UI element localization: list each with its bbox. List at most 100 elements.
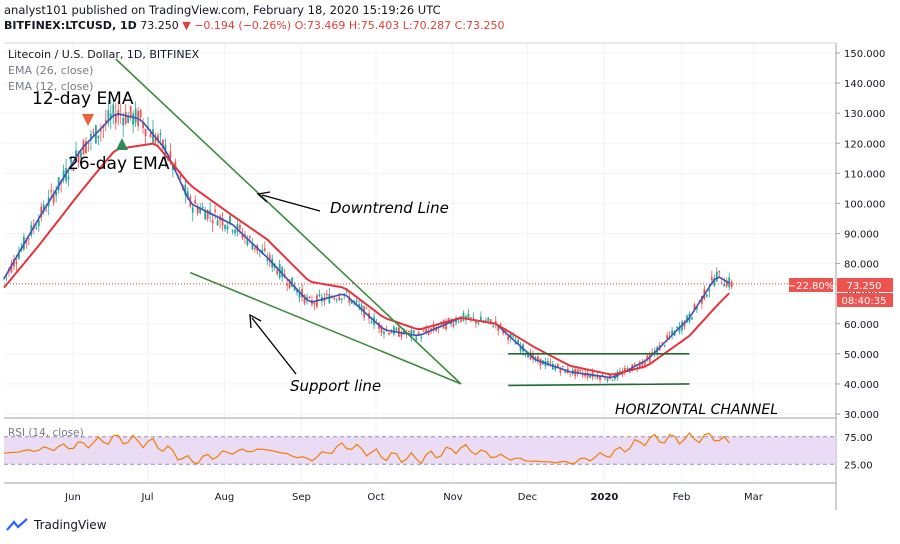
candle-body (388, 332, 390, 335)
candle-body (246, 238, 249, 245)
candle-body (718, 270, 721, 273)
candle-body (10, 263, 13, 272)
candle-body (668, 336, 671, 337)
candle-body (474, 320, 477, 324)
candle-body (514, 341, 517, 345)
candle-body (723, 283, 726, 287)
ohlc: O:73.469 H:75.403 L:70.287 C:73.250 (294, 19, 505, 32)
candle-body (52, 193, 55, 203)
x-tick-label: Nov (443, 492, 463, 503)
candle-body (186, 191, 189, 199)
y-tick-label: 90.000 (844, 230, 879, 241)
candle-body (715, 271, 718, 282)
candle-body (301, 289, 303, 298)
price-chart[interactable]: 150.000 140.000 130.000 120.000 110.000 100.0… (0, 0, 900, 516)
annotation-support: Support line (290, 377, 381, 395)
candle-body (547, 360, 549, 366)
candle-body (395, 328, 398, 331)
candle-body (191, 207, 194, 213)
candle-body (705, 294, 708, 297)
candle-body (127, 115, 130, 124)
candle-body (527, 354, 529, 358)
candle-body (693, 304, 696, 310)
tradingview-logo-icon (6, 518, 28, 531)
candle-body (725, 280, 728, 287)
y-tick-label: 40.000 (844, 380, 879, 391)
candle-body (432, 324, 435, 331)
candle-body (497, 326, 500, 331)
trendlines (115, 58, 690, 387)
candle-body (162, 139, 164, 149)
candle-body (415, 336, 418, 341)
candle-body (698, 300, 701, 302)
candle-body (328, 293, 331, 304)
candle-body (169, 151, 172, 158)
candle-body (196, 207, 199, 214)
price-tag-label: 73.250 (847, 281, 882, 292)
candle-body (671, 330, 673, 335)
candle-body (303, 294, 306, 304)
candle-body (532, 353, 534, 359)
candle-body (204, 211, 207, 220)
candle-body (157, 135, 159, 141)
candle-body (564, 369, 567, 373)
candle-body (576, 369, 579, 374)
candle-body (460, 316, 462, 322)
candle-body (149, 133, 152, 138)
candle-body (345, 290, 348, 292)
candle-body (266, 259, 269, 261)
candle-body (561, 366, 564, 367)
countdown-tag (837, 293, 893, 307)
x-tick-label: Mar (744, 492, 764, 503)
candle-body (286, 283, 289, 286)
candle-body (72, 168, 75, 171)
y-tick-label: 80.000 (844, 260, 879, 271)
candle-body (589, 375, 592, 378)
ema12-line (3, 112, 730, 379)
candle-body (623, 367, 626, 373)
candle-body (422, 330, 425, 332)
candle-body (224, 225, 226, 230)
candle-body (666, 335, 669, 339)
candle-body (129, 106, 132, 117)
candle-body (333, 297, 336, 300)
candle-body (211, 220, 214, 224)
legend-ema12: EMA (12, close) (8, 80, 93, 93)
candle-body (268, 254, 271, 262)
candle-body (112, 104, 115, 115)
candle-body (37, 219, 40, 227)
candle-body (132, 113, 135, 125)
candle-body (678, 326, 681, 333)
candle-body (447, 318, 450, 321)
candle-body (628, 372, 631, 373)
candle-body (410, 330, 413, 337)
pct-tag (789, 278, 833, 292)
candle-body (144, 129, 147, 136)
candle-body (109, 113, 112, 119)
candle-body (338, 296, 341, 300)
candle-body (77, 153, 80, 163)
candle-body (638, 362, 641, 368)
candle-body (402, 328, 405, 334)
candle-body (676, 326, 678, 329)
candle-body (467, 313, 470, 320)
candle-body (226, 226, 229, 230)
y-tick-label: 50.000 (844, 350, 879, 361)
candle-body (85, 141, 87, 154)
candle-body (365, 308, 368, 310)
candle-body (15, 261, 18, 264)
candle-body (159, 133, 162, 135)
candle-body (383, 331, 385, 334)
candle-body (430, 328, 433, 331)
annotation-ema26: 26-day EMA (68, 154, 170, 174)
annotation-ema12: 12-day EMA (32, 89, 134, 109)
candle-body (686, 315, 688, 323)
candle-body (87, 142, 90, 144)
annotation-downtrend: Downtrend Line (330, 199, 449, 217)
candle-body (412, 330, 415, 334)
candle-body (370, 321, 373, 323)
candle-body (18, 253, 20, 259)
candle-body (229, 215, 231, 223)
candle-body (462, 313, 465, 321)
rsi-tick-label: 25.00 (844, 460, 873, 471)
